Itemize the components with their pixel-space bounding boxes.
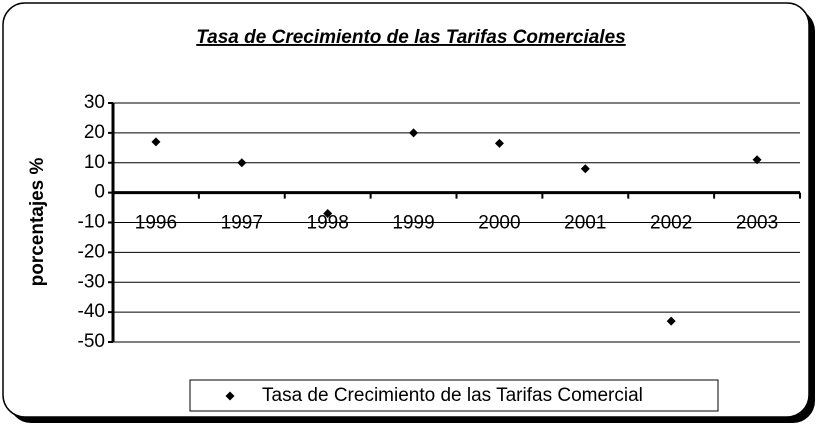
x-tick-label: 2001: [564, 213, 606, 234]
data-point: [580, 164, 590, 174]
x-tick-label: 2000: [478, 213, 520, 234]
x-tick-label: 1999: [392, 213, 434, 234]
y-tick-label: 0: [94, 182, 105, 203]
y-axis-title: porcentajes %: [27, 157, 48, 286]
x-tick-label: 1996: [135, 213, 177, 234]
y-tick-label: 30: [84, 92, 105, 113]
legend-marker: [225, 391, 235, 401]
data-point: [752, 155, 762, 165]
data-point: [494, 138, 504, 148]
data-point: [409, 128, 419, 138]
x-tick-label: 1997: [221, 213, 263, 234]
data-point: [151, 137, 161, 147]
data-point: [237, 158, 247, 168]
y-tick-label: 20: [84, 122, 105, 143]
y-tick-label: -10: [78, 212, 105, 233]
y-tick-label: -20: [78, 241, 105, 262]
y-tick-label: -40: [78, 301, 105, 322]
y-tick-label: 10: [84, 152, 105, 173]
data-point: [666, 316, 676, 326]
x-tick-label: 2002: [650, 213, 692, 234]
x-tick-label: 1998: [307, 213, 349, 234]
frame: [2, 2, 810, 418]
chart-title: Tasa de Crecimiento de las Tarifas Comer…: [196, 27, 625, 48]
legend: [189, 379, 719, 412]
x-tick-label: 2003: [736, 213, 778, 234]
legend-label: Tasa de Crecimiento de las Tarifas Comer…: [262, 385, 643, 406]
y-tick-label: -30: [78, 271, 105, 292]
data-point: [323, 209, 333, 219]
y-tick-label: -50: [78, 331, 105, 352]
